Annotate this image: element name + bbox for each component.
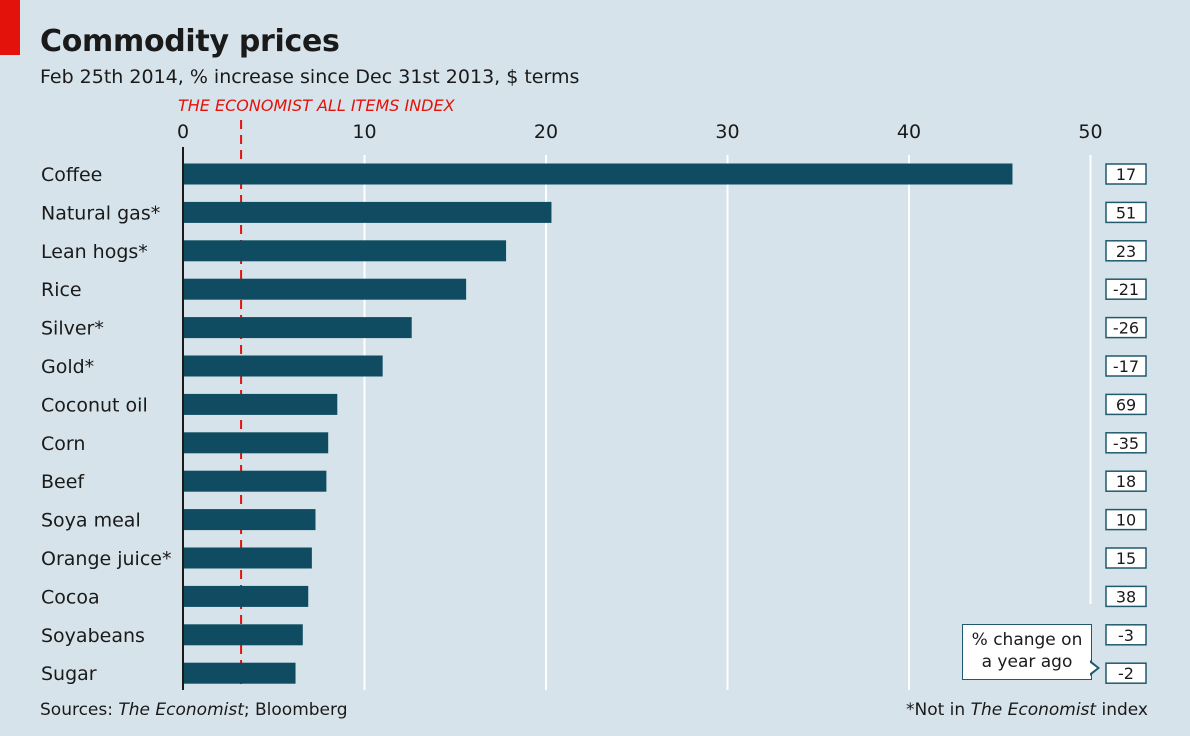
bar-lean-hogs [183,240,507,262]
year-ago-value-rice: -21 [1113,280,1139,299]
x-axis-ticks: 0 10 20 30 40 50 [177,121,1103,143]
category-label-rice: Rice [41,279,82,301]
bar-sugar [183,662,296,684]
year-ago-box-soya-meal [1105,508,1147,531]
category-label-coconut-oil: Coconut oil [41,394,148,416]
year-ago-box-orange-juice [1105,547,1147,569]
year-ago-value-silver: -26 [1113,319,1139,338]
year-ago-value-coffee: 17 [1116,165,1136,184]
year-ago-value-soya-meal: 10 [1116,511,1136,530]
category-label-soyabeans: Soyabeans [41,625,145,647]
year-ago-boxes: 17 51 23 -21 -26 -17 69 -35 18 10 15 38 -3 -2 [1105,163,1147,684]
footnote-suffix: index [1096,700,1148,720]
brand-red-tab [0,0,20,55]
year-ago-box-cocoa [1105,585,1147,608]
year-ago-value-orange-juice: 15 [1116,549,1136,568]
callout-pointer-fill [1089,662,1097,674]
category-label-cocoa: Cocoa [41,586,100,608]
footnote-prefix: *Not in [905,700,971,720]
sources-italic: The Economist [118,700,244,720]
bar-coconut-oil [183,393,338,415]
bar-cocoa [183,585,309,607]
year-ago-value-coconut-oil: 69 [1116,395,1136,414]
category-label-natural-gas: Natural gas* [41,202,160,224]
year-ago-value-lean-hogs: 23 [1116,242,1136,261]
category-label-orange-juice: Orange juice* [41,548,171,570]
year-ago-box-corn [1105,432,1147,454]
year-ago-callout: % change on a year ago [962,624,1092,680]
year-ago-value-gold: -17 [1113,357,1139,376]
year-ago-box-silver [1105,316,1147,339]
year-ago-box-sugar [1105,662,1147,684]
year-ago-box-gold [1105,355,1147,377]
year-ago-box-coffee [1105,163,1147,185]
year-ago-value-soyabeans: -3 [1118,626,1134,645]
year-ago-box-rice [1105,278,1147,300]
x-tick-label-50: 50 [1078,121,1102,143]
year-ago-value-cocoa: 38 [1116,587,1136,606]
x-tick-label-40: 40 [897,121,921,143]
year-ago-box-coconut-oil [1105,393,1147,416]
bar-silver [183,317,412,339]
sources-prefix: Sources: [40,700,119,720]
chart-subtitle: Feb 25th 2014, % increase since Dec 31st… [40,66,580,88]
bar-corn [183,432,329,454]
reference-line-label: THE ECONOMIST ALL ITEMS INDEX [178,96,456,115]
category-label-beef: Beef [41,471,85,493]
x-tick-label-20: 20 [534,121,558,143]
x-tick-label-30: 30 [715,121,739,143]
callout-line-1: % change on [971,630,1083,650]
year-ago-box-lean-hogs [1105,240,1147,262]
year-ago-box-natural-gas [1105,201,1147,224]
category-label-coffee: Coffee [41,164,102,186]
sources-note: Sources: The Economist; Bloomberg [40,700,348,720]
bar-soya-meal [183,509,316,531]
footnote-italic: The Economist [970,700,1097,720]
x-tick-label-0: 0 [177,121,189,143]
category-label-corn: Corn [41,433,85,455]
year-ago-box-beef [1105,470,1147,492]
sources-suffix: ; Bloomberg [243,700,348,720]
bar-natural-gas [183,201,552,223]
bars [183,163,1013,684]
bar-soyabeans [183,624,303,646]
category-label-soya-meal: Soya meal [41,510,141,532]
category-labels: Coffee Natural gas* Lean hogs* Rice Silver* G… [41,164,171,685]
bar-gold [183,355,383,377]
category-label-silver: Silver* [41,318,104,340]
year-ago-value-beef: 18 [1116,472,1136,491]
chart-title: Commodity prices [40,24,340,59]
category-label-lean-hogs: Lean hogs* [41,241,148,263]
bar-orange-juice [183,547,312,569]
bar-rice [183,278,467,300]
year-ago-value-sugar: -2 [1118,664,1134,683]
bar-beef [183,470,327,492]
year-ago-value-natural-gas: 51 [1116,203,1136,222]
year-ago-value-corn: -35 [1113,434,1139,453]
category-label-sugar: Sugar [41,663,97,685]
footnote: *Not in The Economist index [906,700,1148,720]
x-tick-label-10: 10 [352,121,376,143]
category-label-gold: Gold* [41,356,94,378]
year-ago-box-soyabeans [1105,624,1147,646]
gridlines [363,155,1092,690]
bar-coffee [183,163,1013,185]
callout-line-2: a year ago [981,652,1073,672]
